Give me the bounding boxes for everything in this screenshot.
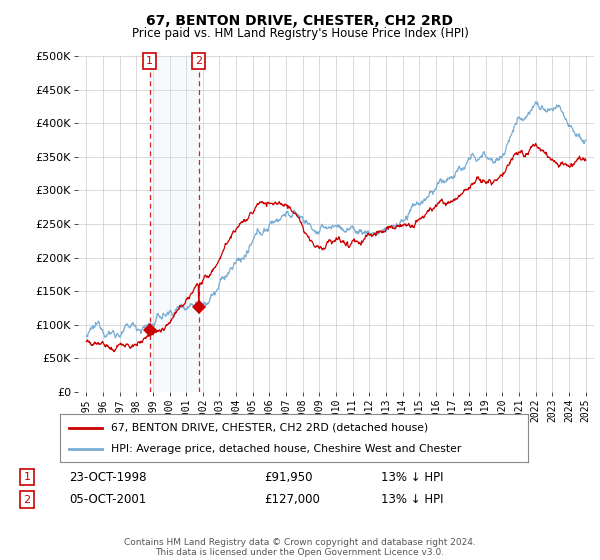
Bar: [149, 56, 199, 392]
Text: 1: 1: [23, 472, 31, 482]
Text: 05-OCT-2001: 05-OCT-2001: [69, 493, 146, 506]
Text: £127,000: £127,000: [264, 493, 320, 506]
Text: 67, BENTON DRIVE, CHESTER, CH2 2RD: 67, BENTON DRIVE, CHESTER, CH2 2RD: [146, 14, 454, 28]
Text: 13% ↓ HPI: 13% ↓ HPI: [381, 470, 443, 484]
Text: £91,950: £91,950: [264, 470, 313, 484]
Text: 2: 2: [195, 56, 202, 66]
Text: 13% ↓ HPI: 13% ↓ HPI: [381, 493, 443, 506]
Text: 23-OCT-1998: 23-OCT-1998: [69, 470, 146, 484]
Text: 2: 2: [23, 494, 31, 505]
Text: HPI: Average price, detached house, Cheshire West and Chester: HPI: Average price, detached house, Ches…: [112, 444, 462, 454]
Text: 67, BENTON DRIVE, CHESTER, CH2 2RD (detached house): 67, BENTON DRIVE, CHESTER, CH2 2RD (deta…: [112, 423, 429, 433]
Text: Price paid vs. HM Land Registry's House Price Index (HPI): Price paid vs. HM Land Registry's House …: [131, 27, 469, 40]
Text: Contains HM Land Registry data © Crown copyright and database right 2024.
This d: Contains HM Land Registry data © Crown c…: [124, 538, 476, 557]
Text: 1: 1: [146, 56, 153, 66]
